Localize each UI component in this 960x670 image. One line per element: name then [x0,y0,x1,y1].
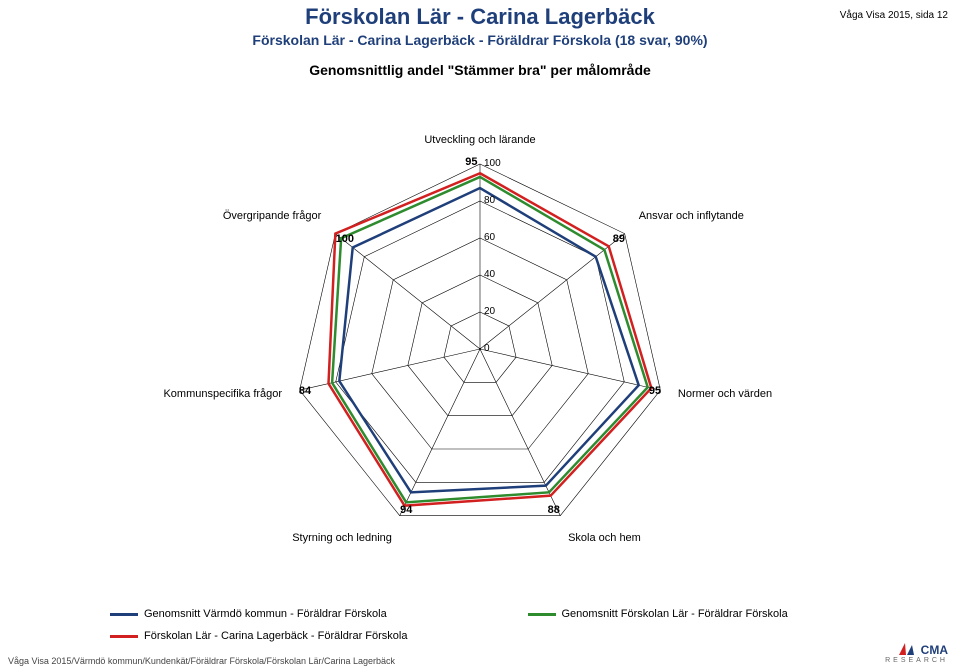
legend-label: Genomsnitt Förskolan Lär - Föräldrar För… [562,608,788,620]
axis-label: Utveckling och lärande [424,134,535,146]
axis-value: 100 [336,234,354,246]
legend: Genomsnitt Värmdö kommun - Föräldrar För… [110,608,788,642]
page-title: Förskolan Lär - Carina Lagerbäck [0,4,960,30]
axis-value: 95 [649,385,661,397]
page-meta: Våga Visa 2015, sida 12 [840,10,948,21]
axis-value: 95 [465,156,477,168]
axis-label: Normer och värden [678,388,772,400]
axis-value: 89 [613,234,625,246]
grid-tick: 20 [484,306,495,317]
legend-item: Genomsnitt Värmdö kommun - Föräldrar För… [110,608,408,620]
logo-sub: RESEARCH [885,657,948,664]
legend-item: Förskolan Lär - Carina Lagerbäck - Föräl… [110,630,408,642]
radar-chart: Utveckling och lärande95Ansvar och infly… [220,99,740,609]
page-subtitle2: Genomsnittlig andel "Stämmer bra" per må… [0,62,960,78]
legend-item: Genomsnitt Förskolan Lär - Föräldrar För… [528,608,788,620]
footer-text: Våga Visa 2015/Värmdö kommun/Kundenkät/F… [8,656,395,666]
legend-label: Förskolan Lär - Carina Lagerbäck - Föräl… [144,630,408,642]
grid-tick: 60 [484,232,495,243]
axis-value: 84 [299,385,311,397]
page-subtitle: Förskolan Lär - Carina Lagerbäck - Föräl… [0,32,960,48]
axis-label: Kommunspecifika frågor [163,388,282,400]
axis-label: Ansvar och inflytande [639,210,744,222]
axis-label: Styrning och ledning [292,532,392,544]
axis-value: 94 [400,504,412,516]
grid-tick: 100 [484,158,501,169]
sail-icon [897,642,917,656]
legend-swatch [110,613,138,616]
legend-swatch [528,613,556,616]
legend-swatch [110,635,138,638]
grid-tick: 40 [484,269,495,280]
logo-text: CMA [921,643,948,657]
grid-tick: 80 [484,195,495,206]
legend-label: Genomsnitt Värmdö kommun - Föräldrar För… [144,608,387,620]
axis-value: 88 [548,504,560,516]
grid-tick: 0 [484,343,490,354]
logo: CMA RESEARCH [885,642,948,664]
axis-label: Skola och hem [568,532,641,544]
axis-label: Övergripande frågor [223,210,321,222]
